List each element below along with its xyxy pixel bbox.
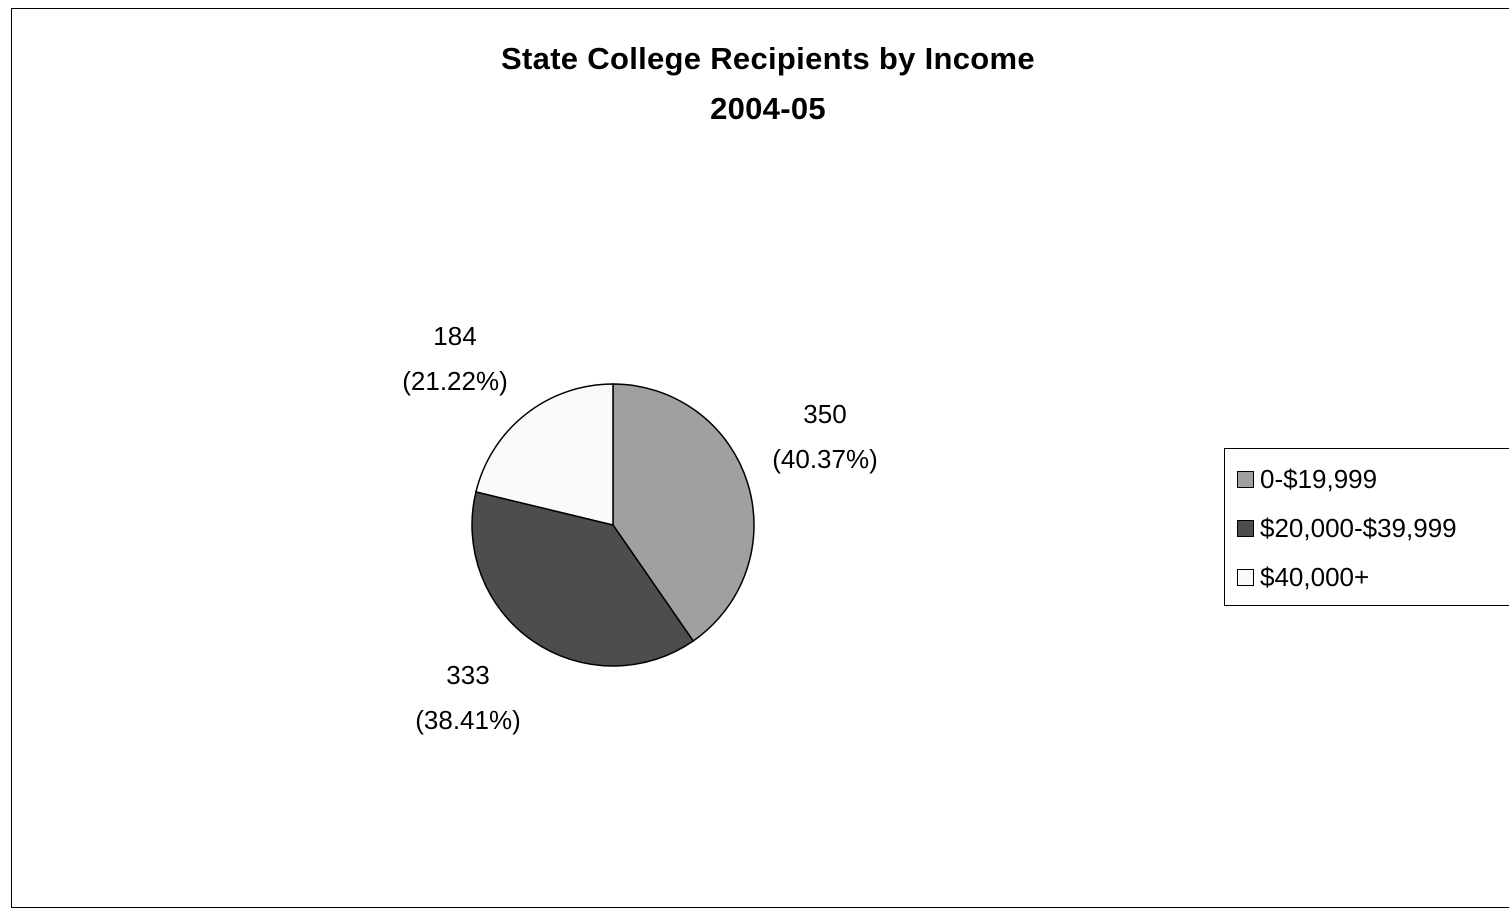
- pie-chart: [471, 383, 755, 667]
- legend-label-0: 0-$19,999: [1260, 463, 1378, 494]
- data-label-value-2: 184: [433, 321, 477, 351]
- data-label-percent-0: (40.37%): [772, 444, 878, 474]
- legend-item-0: 0-$19,999: [1237, 459, 1377, 499]
- data-label-percent-2: (21.22%): [402, 366, 508, 396]
- legend: 0-$19,999 $20,000-$39,999 $40,000+: [1224, 448, 1509, 606]
- data-label-slice-2: 184 (21.22%): [365, 314, 545, 404]
- legend-swatch-1: [1237, 519, 1254, 537]
- data-label-percent-1: (38.41%): [415, 705, 521, 735]
- legend-label-1: $20,000-$39,999: [1260, 512, 1457, 543]
- chart-subtitle: 2004-05: [710, 91, 826, 126]
- legend-swatch-0: [1237, 470, 1254, 488]
- data-label-slice-1: 333 (38.41%): [378, 653, 558, 743]
- legend-label-2: $40,000+: [1260, 561, 1370, 592]
- legend-item-1: $20,000-$39,999: [1237, 508, 1457, 548]
- data-label-value-0: 350: [803, 399, 847, 429]
- pie-slice-0: [612, 383, 755, 643]
- data-label-value-1: 333: [446, 660, 490, 690]
- pie-slice-2: [475, 383, 614, 526]
- pie-slice-1: [471, 490, 695, 667]
- chart-title: State College Recipients by Income: [501, 41, 1035, 76]
- legend-swatch-2: [1237, 568, 1254, 586]
- data-label-slice-0: 350 (40.37%): [735, 392, 915, 482]
- legend-item-2: $40,000+: [1237, 557, 1369, 597]
